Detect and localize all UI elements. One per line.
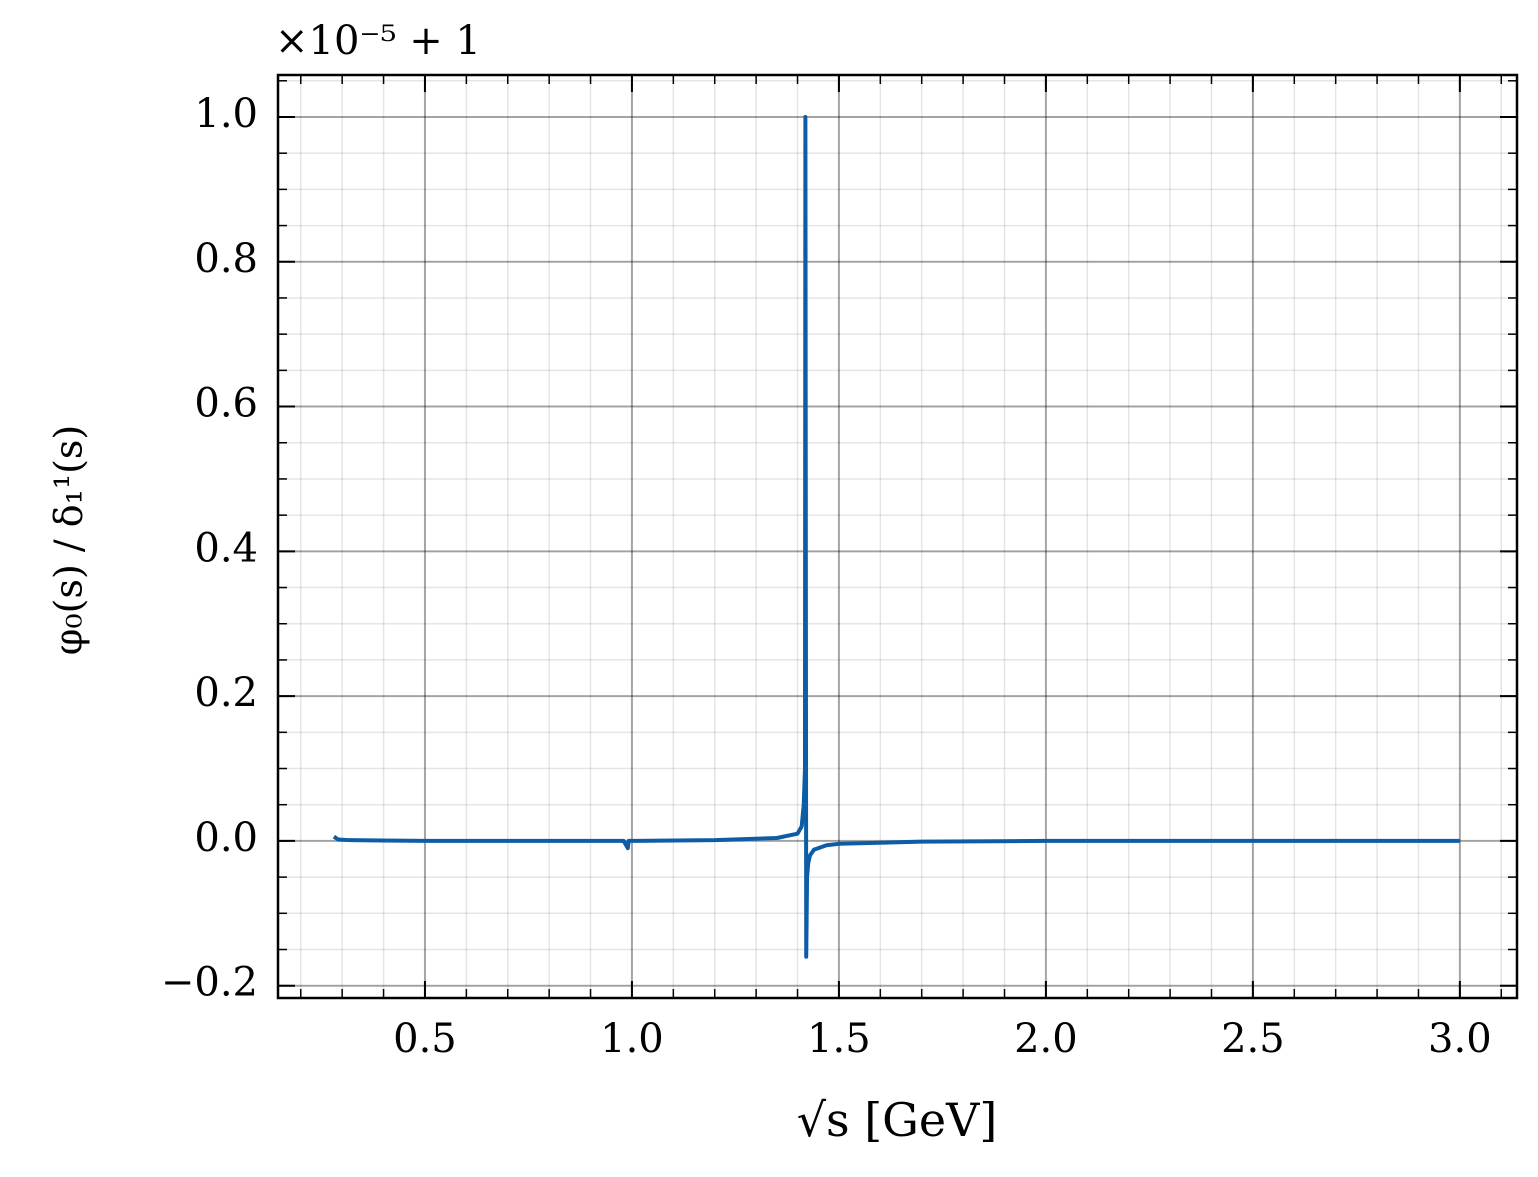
x-tick-label: 1.5 xyxy=(807,1016,871,1062)
data-line xyxy=(332,114,1460,959)
axis-offset-label: ×10⁻⁵ + 1 xyxy=(275,18,481,64)
y-tick-label: 0.0 xyxy=(194,815,258,861)
y-axis-label: φ₀(s) / δ₁¹(s) xyxy=(47,425,91,655)
x-tick-label: 2.5 xyxy=(1221,1016,1285,1062)
x-tick-label: 0.5 xyxy=(393,1016,457,1062)
y-tick-label: 0.6 xyxy=(194,381,258,427)
y-tick-label: 0.2 xyxy=(194,670,258,716)
x-tick-label: 2.0 xyxy=(1014,1016,1078,1062)
y-tick-label: 0.8 xyxy=(194,236,258,282)
y-tick-label: 0.4 xyxy=(194,525,258,571)
y-tick-label: −0.2 xyxy=(161,960,258,1006)
plot-frame xyxy=(276,73,1519,1000)
y-tick-label: 1.0 xyxy=(194,91,258,137)
x-tick-label: 1.0 xyxy=(600,1016,664,1062)
x-axis-label: √s [GeV] xyxy=(797,1093,998,1147)
x-tick-label: 3.0 xyxy=(1428,1016,1492,1062)
